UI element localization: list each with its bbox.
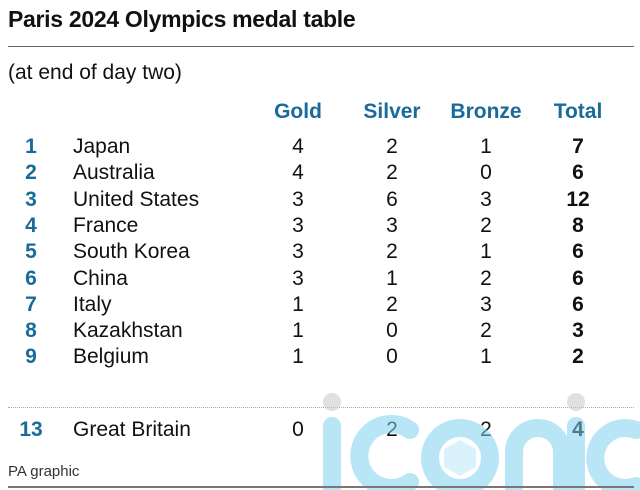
silver-count: 2	[386, 240, 398, 264]
gold-count: 3	[292, 240, 304, 264]
total-count: 8	[572, 213, 584, 237]
bronze-count: 3	[480, 187, 492, 211]
table-row: 6 China 3 1 2 6	[0, 267, 640, 293]
gold-count: 4	[292, 161, 304, 185]
rank: 1	[25, 135, 37, 158]
silver-count: 2	[386, 161, 398, 185]
silver-count: 2	[386, 292, 398, 316]
gold-count: 1	[292, 292, 304, 316]
total-count: 12	[566, 187, 590, 211]
table-row: 5 South Korea 3 2 1 6	[0, 240, 640, 266]
silver-count: 3	[386, 213, 398, 237]
country: United States	[73, 187, 200, 211]
bronze-count: 1	[480, 135, 492, 158]
silver-count: 6	[386, 187, 398, 211]
rank: 3	[25, 187, 37, 211]
total-count: 6	[572, 292, 584, 316]
country: Japan	[73, 135, 131, 158]
bronze-count: 1	[480, 345, 492, 369]
silver-count: 2	[386, 418, 398, 441]
silver-count: 0	[386, 319, 398, 343]
table-row-highlight: 13 Great Britain 0 2 2 4	[0, 418, 640, 444]
bronze-count: 2	[480, 213, 492, 237]
gold-count: 3	[292, 213, 304, 237]
bronze-count: 2	[480, 319, 492, 343]
gold-count: 3	[292, 266, 304, 290]
dotted-divider	[8, 407, 634, 408]
silver-count: 2	[386, 135, 398, 158]
rank: 8	[25, 319, 37, 343]
silver-count: 1	[386, 266, 398, 290]
table-row: 1 Japan 4 2 1 7	[0, 135, 640, 161]
header-bronze: Bronze	[450, 100, 522, 123]
header-total: Total	[553, 100, 603, 123]
total-count: 6	[572, 240, 584, 264]
total-count: 3	[572, 319, 584, 343]
country: South Korea	[73, 240, 190, 264]
table-row: 8 Kazakhstan 1 0 2 3	[0, 319, 640, 345]
total-count: 6	[572, 266, 584, 290]
country: Italy	[73, 292, 112, 316]
rank: 5	[25, 240, 37, 264]
header-gold: Gold	[274, 100, 322, 123]
chart-subtitle: (at end of day two)	[8, 61, 182, 84]
rank: 2	[25, 161, 37, 185]
table-row: 2 Australia 4 2 0 6	[0, 161, 640, 187]
chart-title: Paris 2024 Olympics medal table	[8, 6, 356, 32]
rank: 4	[25, 213, 37, 237]
gold-count: 1	[292, 319, 304, 343]
footer-credit: PA graphic	[8, 463, 80, 480]
header-silver: Silver	[363, 100, 421, 123]
country: Great Britain	[73, 418, 191, 441]
bronze-count: 0	[480, 161, 492, 185]
rank: 9	[25, 345, 37, 369]
table-row: 4 France 3 3 2 8	[0, 214, 640, 240]
gold-count: 1	[292, 345, 304, 369]
title-divider	[8, 46, 634, 47]
table-row: 3 United States 3 6 3 12	[0, 188, 640, 214]
bronze-count: 1	[480, 240, 492, 264]
gold-count: 4	[292, 135, 304, 158]
total-count: 6	[572, 161, 584, 185]
rank: 7	[25, 292, 37, 316]
rank: 13	[19, 418, 43, 441]
country: Australia	[73, 161, 155, 185]
bronze-count: 2	[480, 418, 492, 441]
country: France	[73, 213, 139, 237]
total-count: 4	[572, 418, 584, 441]
gold-count: 3	[292, 187, 304, 211]
footer-divider	[8, 486, 634, 488]
table-row: 7 Italy 1 2 3 6	[0, 293, 640, 319]
country: Belgium	[73, 345, 149, 369]
country: Kazakhstan	[73, 319, 183, 343]
table-row: 9 Belgium 1 0 1 2	[0, 345, 640, 371]
country: China	[73, 266, 128, 290]
total-count: 2	[572, 345, 584, 369]
total-count: 7	[572, 135, 584, 158]
bronze-count: 3	[480, 292, 492, 316]
rank: 6	[25, 266, 37, 290]
bronze-count: 2	[480, 266, 492, 290]
silver-count: 0	[386, 345, 398, 369]
gold-count: 0	[292, 418, 304, 441]
